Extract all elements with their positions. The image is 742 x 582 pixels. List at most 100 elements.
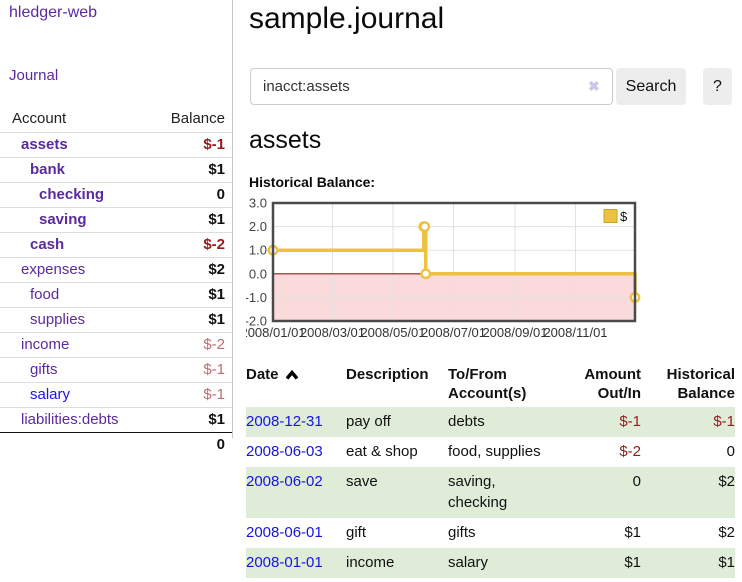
register-row: 2008-06-01 gift gifts $1 $2: [246, 518, 735, 548]
y-axis-tick-label: -2.0: [246, 314, 267, 329]
date-column-header[interactable]: Date: [246, 363, 346, 407]
transaction-amount: $-1: [546, 407, 641, 437]
historical-balance-chart: $3.0 2.0 1.0 0.0 -1.0 -2.02008/01/012008/03/0…: [246, 198, 641, 340]
x-axis-tick-label: 2008/09/01: [482, 325, 547, 340]
register-header-row: Date Description To/From Account(s) Amou…: [246, 363, 735, 407]
transaction-accounts: saving, checking: [448, 467, 546, 518]
transaction-date-link[interactable]: 2008-12-31: [246, 413, 323, 430]
balance-column-header: Balance: [143, 106, 232, 133]
register-row: 2008-06-02 save saving, checking 0 $2: [246, 467, 735, 518]
sidebar-item-journal[interactable]: Journal: [9, 67, 59, 84]
transaction-balance: $1: [641, 548, 735, 578]
x-axis-tick-label: 2008/01/01: [246, 325, 306, 340]
transaction-description: pay off: [346, 407, 448, 437]
y-axis-tick-label: -1.0: [246, 290, 267, 305]
account-balance: $1: [208, 411, 225, 428]
account-link-bank[interactable]: bank: [30, 161, 66, 178]
account-column-header: Account: [0, 106, 144, 133]
transaction-description: income: [346, 548, 448, 578]
transaction-balance: $2: [718, 524, 735, 541]
account-link-checking[interactable]: checking: [39, 186, 105, 203]
transaction-date-link[interactable]: 2008-06-01: [246, 524, 323, 541]
account-row-cash: cash $-2: [0, 232, 232, 258]
accounts-table: Account Balance assets $-1 bank $1 check…: [0, 106, 232, 457]
account-balance: $-2: [143, 332, 232, 358]
account-row-expenses: expenses $2: [0, 257, 232, 283]
account-balance: $1: [143, 207, 232, 233]
transaction-balance: 0: [726, 443, 735, 460]
account-link-gifts[interactable]: gifts: [30, 361, 58, 378]
transaction-date-link[interactable]: 2008-06-03: [246, 443, 323, 460]
sidebar: hledger-web Journal Account Balance asse…: [0, 0, 233, 457]
account-link-income[interactable]: income: [21, 336, 70, 353]
y-axis-tick-label: 1.0: [249, 243, 267, 258]
register-row: 2008-01-01 income salary $1 $1: [246, 548, 735, 578]
page-title: sample.journal: [249, 2, 445, 35]
account-balance: $-1: [143, 357, 232, 383]
x-axis-tick-label: 2008/11/01: [543, 325, 607, 340]
account-balance: $1: [143, 307, 232, 333]
transaction-description: save: [346, 467, 448, 518]
accounts-total-row: 0: [0, 432, 232, 457]
account-balance: $-1: [143, 132, 232, 158]
account-link-expenses[interactable]: expenses: [21, 261, 86, 278]
account-balance: $1: [143, 282, 232, 308]
chart-heading: Historical Balance:: [249, 174, 376, 190]
search-button[interactable]: Search: [616, 68, 686, 105]
account-link-salary[interactable]: salary: [30, 386, 71, 403]
account-link-liabilities-debts[interactable]: liabilities:debts: [21, 411, 119, 428]
account-link-food[interactable]: food: [30, 286, 60, 303]
x-axis-tick-label: 2008/05/01: [360, 325, 425, 340]
account-row-supplies: supplies $1: [0, 307, 232, 333]
x-axis-tick-label: 2008/07/01: [421, 325, 486, 340]
y-axis-tick-label: 0.0: [249, 266, 267, 281]
transaction-description: gift: [346, 524, 367, 541]
account-link-cash[interactable]: cash: [30, 236, 65, 253]
accounts-header-row: Account Balance: [0, 106, 232, 133]
account-row-checking: checking 0: [0, 182, 232, 208]
accounts-total-balance: 0: [143, 432, 232, 457]
accounts-column-header: To/From Account(s): [448, 366, 527, 402]
register-row: 2008-06-03 eat & shop food, supplies $-2…: [246, 437, 735, 467]
account-row-assets: assets $-1: [0, 132, 232, 158]
description-column-header: Description: [346, 366, 429, 383]
y-axis-tick-label: 2.0: [249, 219, 267, 234]
account-row-gifts: gifts $-1: [0, 357, 232, 383]
amount-column-header: Amount Out/In: [584, 366, 641, 402]
balance-column-header: Historical Balance: [666, 366, 735, 402]
spacer: [0, 432, 144, 457]
account-row-income: income $-2: [0, 332, 232, 358]
search-input[interactable]: [250, 68, 613, 105]
account-balance: $1: [143, 157, 232, 183]
transaction-balance: $-1: [641, 407, 735, 437]
transaction-description: eat & shop: [346, 443, 418, 460]
account-row-liabilities-debts: liabilities:debts $1: [0, 408, 232, 433]
x-axis-tick-label: 2008/03/01: [300, 325, 365, 340]
account-balance: $2: [143, 257, 232, 283]
transaction-accounts: gifts: [448, 524, 476, 541]
transaction-amount: $-2: [619, 443, 641, 460]
clear-search-icon[interactable]: ✖: [588, 78, 600, 94]
transaction-accounts: salary: [448, 548, 546, 578]
account-link-saving[interactable]: saving: [39, 211, 87, 228]
account-link-assets[interactable]: assets: [21, 136, 68, 153]
transaction-accounts: food, supplies: [448, 443, 541, 460]
transaction-date-link[interactable]: 2008-06-02: [246, 473, 323, 490]
account-row-saving: saving $1: [0, 207, 232, 233]
svg-text:$: $: [620, 209, 628, 224]
help-button[interactable]: ?: [703, 68, 732, 105]
account-row-bank: bank $1: [0, 157, 232, 183]
account-row-food: food $1: [0, 282, 232, 308]
transaction-amount: $1: [624, 524, 641, 541]
register-table: Date Description To/From Account(s) Amou…: [246, 363, 735, 578]
transaction-balance: $2: [641, 467, 735, 518]
account-heading: assets: [249, 126, 322, 154]
transaction-accounts: debts: [448, 407, 546, 437]
account-row-salary: salary $-1: [0, 382, 232, 408]
y-axis-tick-label: 3.0: [249, 198, 267, 211]
account-balance: $-1: [143, 382, 232, 408]
transaction-date-link[interactable]: 2008-01-01: [246, 554, 323, 571]
app-brand-link[interactable]: hledger-web: [9, 4, 98, 21]
sort-ascending-icon: [285, 369, 298, 380]
account-link-supplies[interactable]: supplies: [30, 311, 86, 328]
